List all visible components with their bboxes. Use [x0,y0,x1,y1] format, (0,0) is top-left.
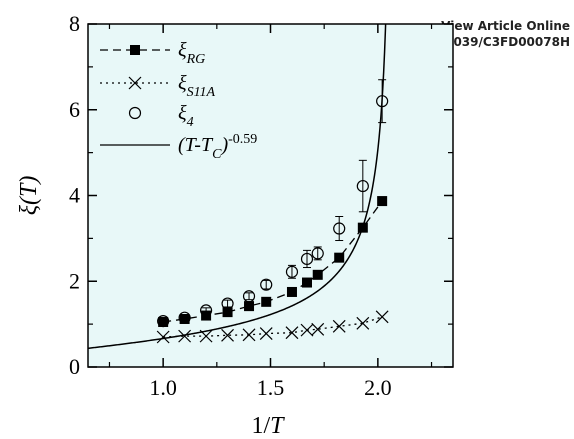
series-line [163,316,383,338]
legend-marker [128,76,142,90]
y-tick-label: 0 [69,354,80,379]
data-point [311,247,324,260]
legend-entry-2: ξ4 [128,102,194,130]
series-1 [156,310,389,344]
data-point [260,278,273,291]
y-tick-label: 4 [69,183,80,208]
data-point [242,328,256,342]
data-point [179,313,190,324]
data-point [156,330,170,344]
data-point [300,323,314,337]
legend-entry-3: (T-TC)-0.59 [100,132,257,162]
legend-entry-1: ξS11A [100,72,216,100]
y-tick-label: 2 [69,268,80,293]
data-point [377,196,388,207]
legend-label: ξRG [178,39,205,67]
cross-stroke [285,326,299,340]
legend-entry-0: ξRG [100,39,205,67]
data-point [375,310,389,324]
data-point [259,327,273,340]
legend-marker [130,45,140,55]
data-point [311,322,325,336]
fit-curve [88,24,387,350]
y-axis-title: ξ(T) [16,176,42,216]
x-axis-title: 1/T [251,413,285,439]
data-point [178,329,192,343]
view-article-online-link[interactable]: View Article Online [441,19,570,33]
data-point [221,297,234,310]
data-point [356,179,369,193]
cross-stroke [332,319,346,333]
cross-stroke [311,322,325,336]
data-point [261,296,272,307]
y-tick-label: 6 [69,97,80,122]
series-layer [88,24,389,350]
data-point [286,286,297,297]
data-point [312,269,323,280]
legend-label: ξ4 [178,102,194,130]
cross-stroke [259,327,273,340]
data-point [244,301,255,312]
data-point [334,252,345,263]
x-tick-label: 1.0 [149,375,177,400]
x-tick-label: 1.5 [257,375,285,400]
plot-area [88,24,453,367]
data-point [285,265,299,278]
data-point [333,222,346,235]
data-point [285,326,299,340]
axis-layer: 1.0 1.5 2.0 0 2 4 6 8 [69,11,453,400]
legend-label: (T-TC)-0.59 [178,132,257,162]
legend-marker [128,106,142,120]
data-point [157,315,170,328]
data-point [302,277,312,288]
cross-stroke [199,329,213,343]
data-point [199,304,213,317]
series-2 [157,79,389,328]
cross-stroke [128,76,142,90]
legend-label: ξS11A [178,72,216,100]
data-point [356,316,370,330]
data-point [221,328,234,342]
data-point [300,252,314,266]
cross-stroke [156,330,170,344]
series-3 [88,24,387,350]
data-point [222,307,233,318]
y-tick-label: 8 [69,11,80,36]
x-tick-label: 2.0 [364,375,392,400]
cross-stroke [242,328,256,342]
cross-stroke [356,316,370,330]
cross-stroke [300,323,314,337]
data-point [242,290,256,303]
data-point [178,311,191,324]
data-point [158,316,169,327]
cross-stroke [221,328,234,342]
cross-stroke [375,310,389,324]
data-point [332,319,346,333]
cross-stroke [178,329,192,343]
